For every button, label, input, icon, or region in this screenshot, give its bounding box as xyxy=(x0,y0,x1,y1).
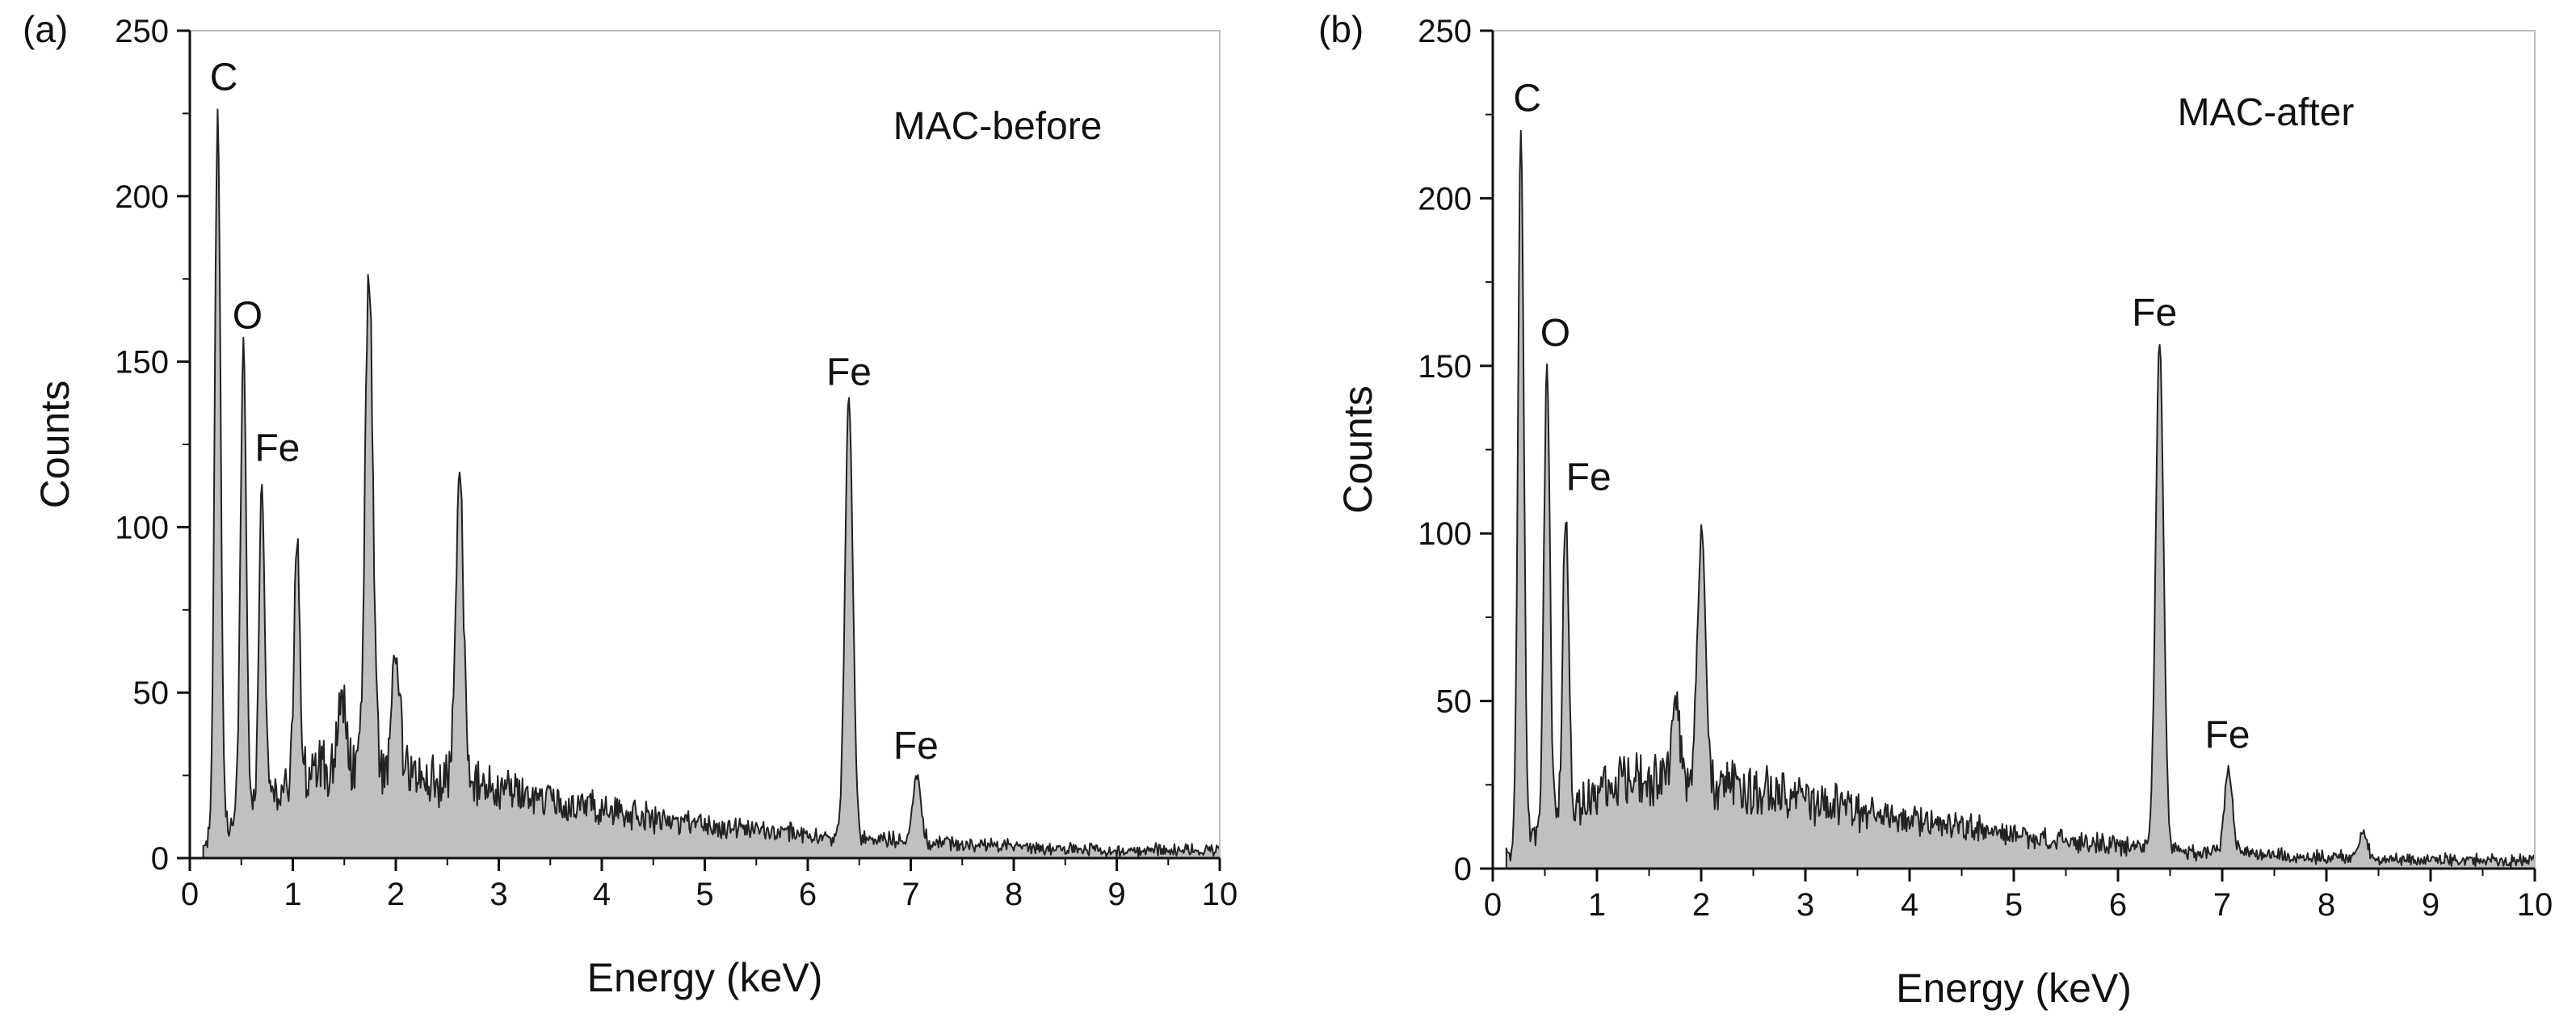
peak-label-fe: Fe xyxy=(2132,292,2177,335)
peak-label-c: C xyxy=(1513,78,1541,120)
x-tick-label: 1 xyxy=(1588,887,1606,923)
x-tick-label: 9 xyxy=(1107,877,1125,912)
y-tick-label: 50 xyxy=(1436,684,1473,720)
x-tick-label: 2 xyxy=(387,877,405,912)
y-tick-label: 100 xyxy=(115,510,169,545)
x-tick-label: 3 xyxy=(490,877,507,912)
y-tick-label: 150 xyxy=(1418,349,1472,385)
x-tick-label: 5 xyxy=(2005,887,2023,923)
panel-label: (a) xyxy=(23,8,68,50)
y-tick-label: 100 xyxy=(1418,516,1472,552)
y-axis-title: Counts xyxy=(32,381,78,508)
sample-label: MAC-after xyxy=(2178,91,2355,134)
panel-label: (b) xyxy=(1318,8,1364,50)
y-axis-title: Counts xyxy=(1335,385,1380,513)
y-tick-label: 200 xyxy=(1418,181,1472,217)
x-tick-label: 10 xyxy=(1202,877,1238,912)
y-tick-label: 200 xyxy=(115,179,169,215)
spectrum-area xyxy=(1505,129,2536,869)
peak-label-fe: Fe xyxy=(826,351,872,393)
x-tick-label: 4 xyxy=(1901,887,1918,923)
y-tick-label: 0 xyxy=(1454,852,1472,887)
y-tick-label: 250 xyxy=(1418,14,1472,49)
peak-label-fe: Fe xyxy=(254,427,300,469)
y-tick-label: 50 xyxy=(133,675,170,711)
x-tick-label: 3 xyxy=(1796,887,1814,923)
peak-label-fe: Fe xyxy=(893,725,939,768)
sample-label: MAC-before xyxy=(893,105,1103,148)
peak-label-o: O xyxy=(233,295,263,338)
x-tick-label: 1 xyxy=(284,877,301,912)
x-tick-label: 8 xyxy=(2318,887,2335,923)
peak-label-fe: Fe xyxy=(2204,714,2250,757)
x-tick-label: 5 xyxy=(695,877,713,912)
y-tick-label: 150 xyxy=(115,345,169,381)
x-tick-label: 10 xyxy=(2517,887,2553,923)
x-tick-label: 4 xyxy=(593,877,611,912)
x-tick-label: 7 xyxy=(2213,887,2231,923)
x-axis-title: Energy (keV) xyxy=(587,955,823,1000)
x-tick-label: 8 xyxy=(1005,877,1023,912)
x-tick-label: 2 xyxy=(1692,887,1710,923)
peak-label-o: O xyxy=(1540,312,1570,355)
x-tick-label: 0 xyxy=(181,877,199,912)
y-tick-label: 250 xyxy=(115,14,169,49)
x-tick-label: 6 xyxy=(799,877,817,912)
x-tick-label: 7 xyxy=(901,877,919,912)
x-axis-title: Energy (keV) xyxy=(1896,966,2132,1011)
x-tick-label: 6 xyxy=(2109,887,2127,923)
y-tick-label: 0 xyxy=(151,841,169,877)
x-tick-label: 0 xyxy=(1484,887,1502,923)
x-tick-label: 9 xyxy=(2422,887,2439,923)
peak-label-c: C xyxy=(210,57,238,99)
spectrum-area xyxy=(202,108,1221,859)
peak-label-fe: Fe xyxy=(1566,456,1612,499)
plot-frame xyxy=(1492,30,2536,869)
